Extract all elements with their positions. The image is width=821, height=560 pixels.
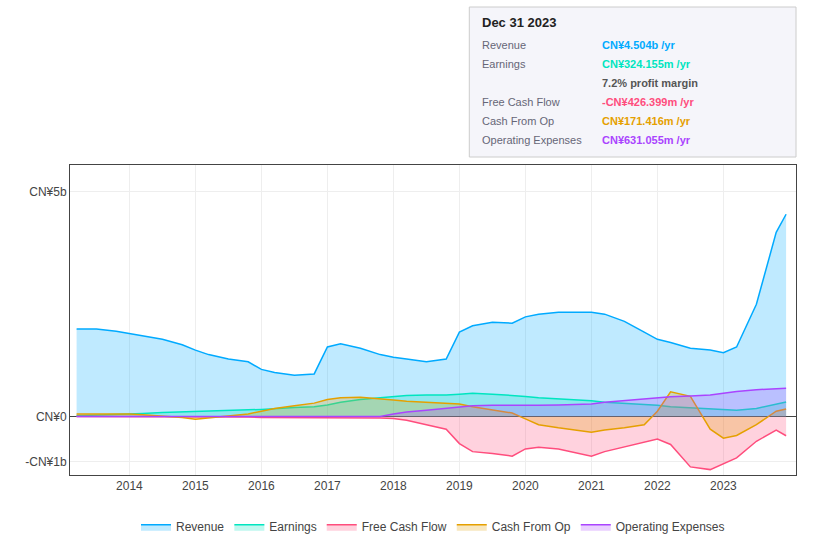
svg-text:Free Cash Flow: Free Cash Flow [362, 520, 447, 534]
svg-text:2023: 2023 [710, 479, 737, 493]
svg-text:CN¥324.155m /yr: CN¥324.155m /yr [602, 58, 691, 70]
svg-text:CN¥171.416m /yr: CN¥171.416m /yr [602, 115, 691, 127]
svg-text:2019: 2019 [446, 479, 473, 493]
svg-text:Earnings: Earnings [482, 58, 526, 70]
svg-text:Cash From Op: Cash From Op [482, 115, 554, 127]
svg-text:Operating Expenses: Operating Expenses [616, 520, 725, 534]
svg-text:Revenue: Revenue [176, 520, 224, 534]
svg-text:2014: 2014 [116, 479, 143, 493]
svg-text:Operating Expenses: Operating Expenses [482, 134, 582, 146]
svg-text:-CN¥1b: -CN¥1b [25, 455, 67, 469]
svg-text:2020: 2020 [512, 479, 539, 493]
svg-text:CN¥0: CN¥0 [36, 410, 67, 424]
svg-text:Free Cash Flow: Free Cash Flow [482, 96, 560, 108]
svg-text:CN¥5b: CN¥5b [29, 185, 67, 199]
svg-text:CN¥631.055m /yr: CN¥631.055m /yr [602, 134, 691, 146]
svg-text:2021: 2021 [578, 479, 605, 493]
svg-text:2017: 2017 [314, 479, 341, 493]
svg-text:CN¥4.504b /yr: CN¥4.504b /yr [602, 39, 675, 51]
svg-text:2016: 2016 [248, 479, 275, 493]
svg-text:Dec 31 2023: Dec 31 2023 [482, 15, 556, 30]
svg-text:2015: 2015 [182, 479, 209, 493]
svg-text:Cash From Op: Cash From Op [492, 520, 571, 534]
svg-text:7.2% profit margin: 7.2% profit margin [602, 77, 698, 89]
svg-text:-CN¥426.399m /yr: -CN¥426.399m /yr [602, 96, 694, 108]
svg-text:2018: 2018 [380, 479, 407, 493]
svg-text:2022: 2022 [644, 479, 671, 493]
svg-text:Earnings: Earnings [269, 520, 316, 534]
svg-text:Revenue: Revenue [482, 39, 526, 51]
